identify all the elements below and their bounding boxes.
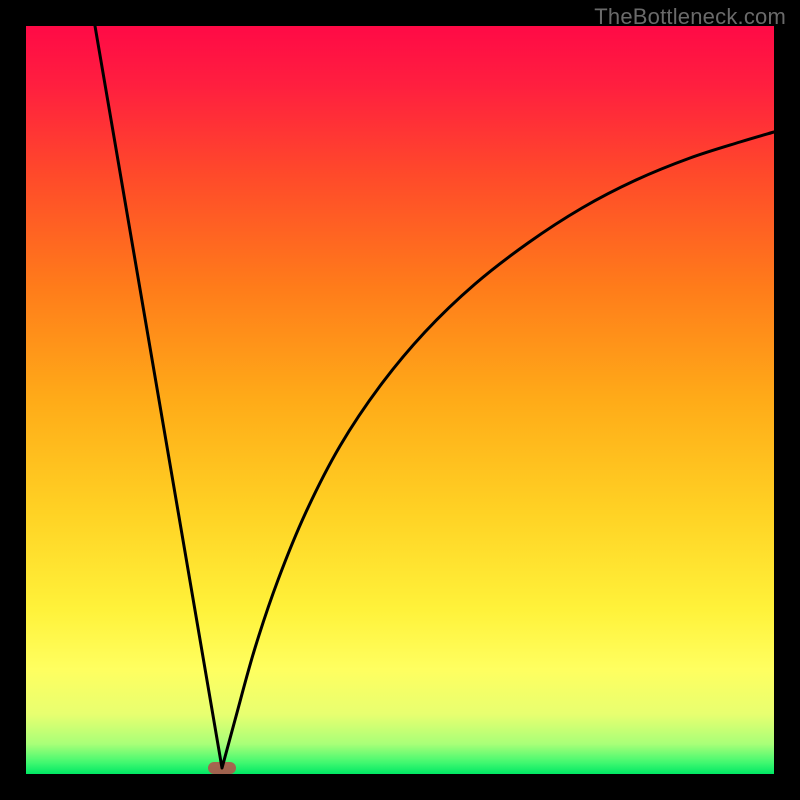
chart-background-gradient bbox=[26, 26, 774, 774]
watermark-text: TheBottleneck.com bbox=[594, 4, 786, 30]
bottleneck-chart bbox=[0, 0, 800, 800]
